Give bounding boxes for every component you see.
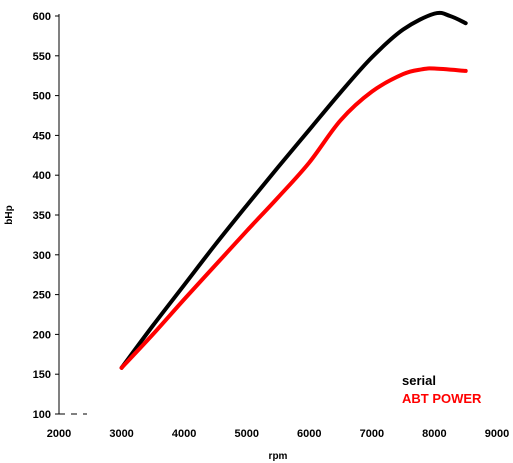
- y-tick-label: 350: [33, 210, 51, 222]
- x-tick-label: 7000: [360, 428, 384, 440]
- y-tick-label: 150: [33, 369, 51, 381]
- y-tick-label: 400: [33, 170, 51, 182]
- x-tick-label: 4000: [172, 428, 196, 440]
- x-tick-label: 8000: [422, 428, 446, 440]
- legend: serial ABT POWER: [402, 373, 482, 406]
- legend-label-serial: serial: [402, 373, 436, 388]
- y-tick-label: 200: [33, 329, 51, 341]
- tick-labels: 100 150 200 250 300 350 400 450 500 550 600 2000 300…: [33, 11, 510, 440]
- series-lines: [119, 10, 468, 370]
- y-tick-label: 550: [33, 51, 51, 63]
- y-tick-label: 500: [33, 91, 51, 103]
- x-tick-label: 5000: [234, 428, 258, 440]
- x-tick-label: 3000: [109, 428, 133, 440]
- series-line-serial: [119, 10, 468, 370]
- y-tick-label: 300: [33, 250, 51, 262]
- legend-label-abt-power: ABT POWER: [402, 391, 482, 406]
- y-tick-label: 250: [33, 290, 51, 302]
- series-line-abt-power: [119, 66, 468, 370]
- x-tick-label: 6000: [297, 428, 321, 440]
- y-tick-label: 450: [33, 130, 51, 142]
- x-axis-label: rpm: [269, 451, 288, 462]
- x-tick-label: 2000: [47, 428, 71, 440]
- y-tick-label: 600: [33, 11, 51, 23]
- y-axis-label: bHp: [4, 205, 15, 224]
- axes: [55, 14, 87, 415]
- x-tick-label: 9000: [485, 428, 509, 440]
- y-tick-label: 100: [33, 409, 51, 421]
